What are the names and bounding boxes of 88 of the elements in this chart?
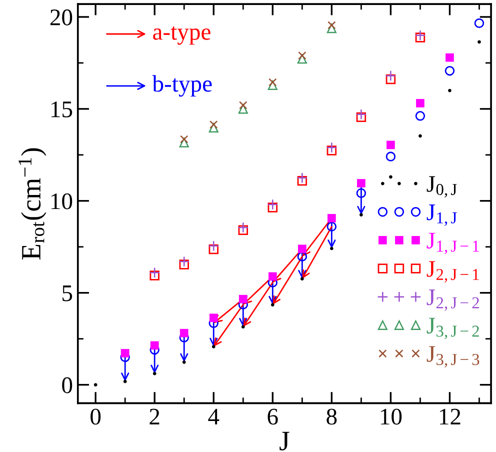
- x-tick-label: 10: [380, 408, 402, 425]
- point: [385, 70, 396, 82]
- y-tick-label: 5: [62, 286, 72, 302]
- point: [238, 294, 248, 304]
- point: [208, 122, 218, 132]
- point: [241, 325, 245, 329]
- point: [208, 244, 218, 254]
- point: [418, 134, 422, 138]
- point: [268, 78, 277, 86]
- point: [297, 54, 307, 64]
- point: [268, 80, 278, 90]
- point: [298, 244, 306, 254]
- point: [416, 99, 424, 108]
- x-tick-label: 2: [150, 408, 160, 424]
- point: [212, 345, 216, 348]
- legend-label: J$_{2,J−2}$: [426, 290, 479, 311]
- point: [268, 202, 278, 212]
- point: [182, 360, 186, 364]
- point: [330, 246, 334, 250]
- y-tick-label: 10: [51, 193, 72, 210]
- point: [446, 53, 454, 62]
- point: [415, 32, 426, 42]
- annotation: a-type: [153, 26, 210, 45]
- point: [149, 267, 160, 278]
- legend-label: J$_{2,J−1}$: [426, 261, 479, 282]
- x-tick-label: 6: [268, 408, 278, 425]
- point: [326, 222, 337, 232]
- point: [238, 222, 249, 234]
- point: [474, 18, 484, 28]
- point: [386, 74, 396, 84]
- point: [120, 348, 130, 358]
- point: [326, 146, 337, 156]
- point: [150, 341, 159, 350]
- point: [298, 51, 306, 60]
- point: [389, 175, 392, 179]
- legend-label: J$_{1,J}$: [426, 204, 457, 226]
- point: [360, 213, 363, 217]
- point: [123, 380, 127, 384]
- point: [239, 101, 248, 110]
- point: [94, 383, 98, 386]
- x-tick-label: 8: [326, 408, 337, 425]
- point: [150, 270, 160, 280]
- point: [238, 104, 248, 114]
- point: [415, 111, 426, 121]
- point: [180, 135, 188, 144]
- point: [386, 152, 396, 162]
- point: [356, 112, 366, 122]
- x-axis-title: J: [280, 432, 290, 450]
- point: [328, 214, 336, 222]
- point: [448, 88, 452, 92]
- point: [179, 138, 189, 148]
- point: [326, 142, 338, 154]
- y-axis-title: E$_{rot}$(cm$^{−1}$): [18, 148, 46, 260]
- point: [296, 172, 308, 184]
- point: [152, 372, 156, 376]
- point: [297, 252, 308, 262]
- point: [300, 277, 304, 281]
- point: [386, 140, 395, 150]
- point: [267, 199, 278, 210]
- point: [326, 24, 336, 34]
- legend-label: J$_{3,J−2}$: [426, 318, 479, 340]
- point: [297, 176, 308, 186]
- y-tick-label: 0: [62, 377, 72, 394]
- annotation: b-type: [152, 75, 212, 97]
- legend-label: J$_{1,J−1}$: [426, 232, 479, 254]
- point: [270, 303, 274, 306]
- point: [210, 120, 218, 129]
- x-tick-label: 0: [90, 408, 101, 425]
- point: [209, 314, 218, 322]
- point: [478, 40, 481, 44]
- point: [444, 66, 455, 76]
- point: [268, 272, 277, 281]
- point: [208, 240, 220, 252]
- x-tick-label: 12: [440, 408, 460, 424]
- point: [328, 21, 336, 30]
- point: [179, 260, 189, 270]
- point: [414, 30, 426, 41]
- point: [356, 188, 366, 198]
- legend-label: J$_{0,J}$: [426, 176, 457, 198]
- y-tick-label: 15: [51, 102, 72, 118]
- point: [357, 179, 366, 188]
- point: [178, 256, 190, 268]
- point: [356, 108, 367, 120]
- point: [180, 328, 188, 338]
- legend-label: J$_{3,J−3}$: [426, 346, 480, 368]
- y-tick-label: 20: [50, 9, 72, 26]
- point: [238, 225, 248, 235]
- x-tick-label: 4: [208, 408, 220, 424]
